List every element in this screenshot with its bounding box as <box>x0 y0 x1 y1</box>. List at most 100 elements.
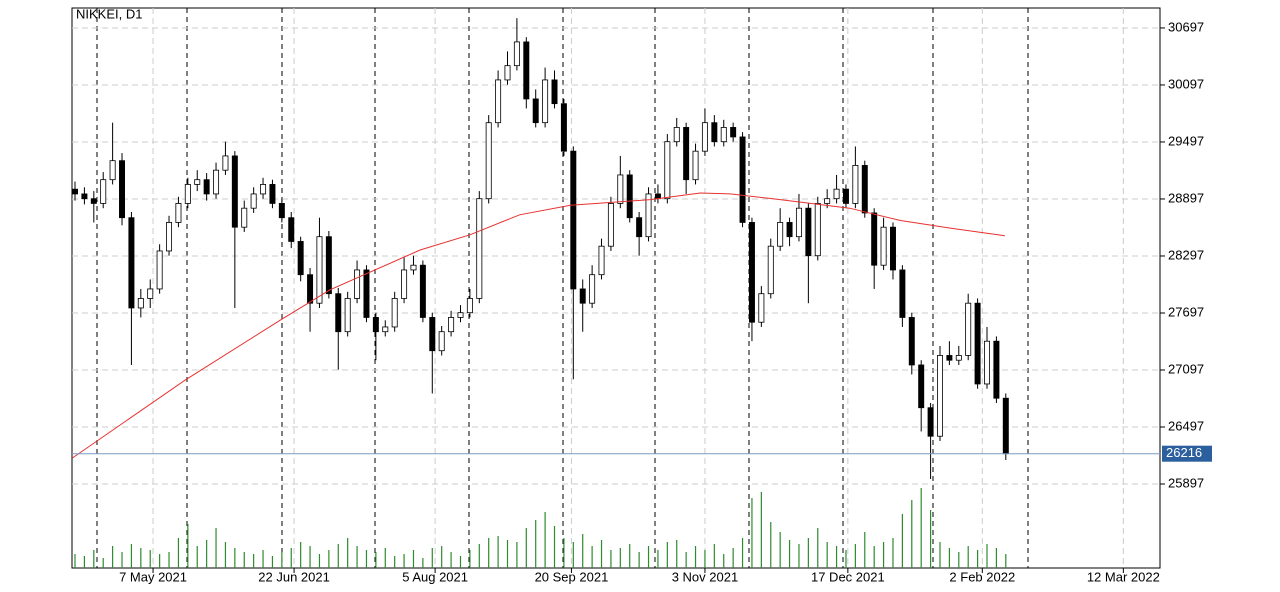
candle-body <box>701 122 708 152</box>
candle-body <box>889 226 896 271</box>
candle-body <box>241 207 248 228</box>
candle-body <box>147 288 154 299</box>
y-tick-label: 28897 <box>1168 190 1204 205</box>
candle-body <box>175 203 182 223</box>
candle-body <box>513 41 520 67</box>
candle-body <box>213 169 220 195</box>
candle-body <box>307 274 314 304</box>
candle-body <box>119 160 126 219</box>
x-tick-label: 5 Aug 2021 <box>402 569 468 584</box>
x-tick-label: 17 Dec 2021 <box>811 569 885 584</box>
candle-body <box>260 184 267 195</box>
candle-body <box>617 174 624 204</box>
candle-body <box>495 79 502 124</box>
candle-body <box>90 198 97 204</box>
candle-body <box>128 217 135 309</box>
candle-body <box>899 269 906 318</box>
candle-body <box>81 193 88 200</box>
candle-body <box>100 179 107 204</box>
candle-body <box>438 331 445 352</box>
candle-body <box>297 241 304 276</box>
candle-body <box>410 264 417 271</box>
y-tick-label: 27697 <box>1168 304 1204 319</box>
candle-body <box>203 179 210 195</box>
candle-body <box>814 203 821 257</box>
candle-body <box>250 193 257 209</box>
candle-body <box>325 236 332 295</box>
candle-body <box>1002 397 1009 455</box>
candle-body <box>448 317 455 333</box>
last-price-label: 26216 <box>1166 445 1202 460</box>
y-tick-label: 30097 <box>1168 76 1204 91</box>
candle-body <box>692 150 699 181</box>
candle-body <box>937 355 943 437</box>
x-tick-label: 2 Feb 2022 <box>949 569 1015 584</box>
candle-body <box>589 274 596 304</box>
candle-body <box>758 293 765 323</box>
candle-body <box>607 203 614 247</box>
candle-body <box>993 340 1000 399</box>
candle-body <box>946 355 953 361</box>
candle-body <box>485 122 492 200</box>
candle-body <box>222 155 229 171</box>
candle-body <box>476 198 483 299</box>
candle-body <box>231 155 238 228</box>
candle-body <box>739 136 746 223</box>
candle-body <box>767 245 774 295</box>
candle-body <box>560 103 567 152</box>
candle-body <box>363 269 370 318</box>
x-tick-label: 22 Jun 2021 <box>258 569 330 584</box>
candle-body <box>278 203 285 219</box>
candle-body <box>777 222 784 247</box>
candle-body <box>711 122 718 143</box>
candle-body <box>391 298 398 328</box>
candle-body <box>156 250 163 290</box>
candle-body <box>570 150 577 290</box>
candle-body <box>354 269 361 299</box>
x-tick-label: 7 May 2021 <box>119 569 187 584</box>
x-tick-label: 12 Mar 2022 <box>1087 569 1160 584</box>
candle-body <box>269 184 276 204</box>
candle-body <box>824 198 831 204</box>
candle-body <box>852 165 859 204</box>
candle-body <box>457 312 464 318</box>
y-tick-label: 30697 <box>1168 19 1204 34</box>
candle-body <box>955 355 962 361</box>
chart-title: NIKKEI, D1 <box>76 6 142 21</box>
candle-body <box>908 317 915 366</box>
candle-body <box>645 193 652 238</box>
candle-body <box>542 79 549 124</box>
candle-body <box>335 293 342 333</box>
candle-body <box>748 222 755 323</box>
x-tick-label: 3 Nov 2021 <box>672 569 739 584</box>
candle-body <box>109 160 116 181</box>
candle-body <box>842 188 849 204</box>
candle-body <box>805 207 812 257</box>
candle-body <box>636 217 643 238</box>
y-tick-label: 25897 <box>1168 475 1204 490</box>
candle-body <box>720 127 727 143</box>
candle-body <box>664 141 671 200</box>
y-tick-label: 26497 <box>1168 418 1204 433</box>
candle-body <box>965 302 972 356</box>
candle-body <box>184 184 191 204</box>
candle-body <box>551 79 558 105</box>
candle-body <box>316 236 323 304</box>
candle-body <box>974 302 981 385</box>
candle-body <box>626 174 633 219</box>
candle-body <box>523 41 530 100</box>
candle-body <box>194 179 201 185</box>
candle-body <box>918 364 925 409</box>
candle-body <box>833 188 840 200</box>
candle-body <box>344 298 351 333</box>
candle-body <box>419 264 426 318</box>
candle-body <box>984 340 990 385</box>
y-tick-label: 28297 <box>1168 247 1204 262</box>
candle-body <box>871 212 878 266</box>
candle-body <box>382 326 389 333</box>
candle-body <box>786 222 793 238</box>
candle-body <box>166 222 173 252</box>
candle-body <box>137 298 144 309</box>
y-tick-label: 27097 <box>1168 361 1204 376</box>
